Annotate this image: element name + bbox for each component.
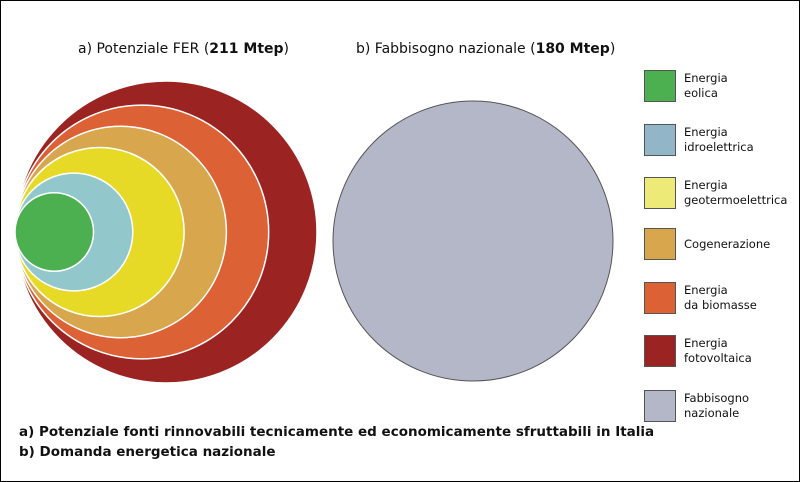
legend-item: Energia idroelettrica (644, 123, 754, 157)
legend-swatch (644, 70, 676, 102)
legend-swatch (644, 177, 676, 209)
legend-item: Energia geotermoelettrica (644, 176, 787, 210)
legend-label: Energia da biomasse (684, 283, 757, 312)
legend-item: Energia da biomasse (644, 281, 757, 315)
legend-item: Energia eolica (644, 69, 728, 103)
chart-b-title: b) Fabbisogno nazionale (180 Mtep) (356, 41, 616, 57)
legend-label: Energia fotovoltaica (684, 336, 752, 365)
legend-swatch (644, 390, 676, 422)
legend-swatch (644, 282, 676, 314)
caption-b: b) Domanda energetica nazionale (19, 444, 276, 460)
legend-item: Cogenerazione (644, 227, 770, 261)
legend-swatch (644, 228, 676, 260)
circle-energia-eolica (14, 191, 95, 273)
legend-swatch (644, 124, 676, 156)
legend-label: Energia eolica (684, 71, 728, 100)
legend-label: Energia idroelettrica (684, 125, 754, 154)
legend-label: Cogenerazione (684, 236, 771, 251)
legend-swatch (644, 335, 676, 367)
legend-item: Energia fotovoltaica (644, 334, 752, 368)
caption-a: a) Potenziale fonti rinnovabili tecnicam… (19, 424, 655, 440)
chart-a-title: a) Potenziale FER (211 Mtep) (78, 41, 290, 57)
legend-item: Fabbisogno nazionale (644, 389, 749, 423)
legend-label: Fabbisogno nazionale (684, 391, 750, 420)
circle-fabbisogno-nazionale (332, 100, 614, 382)
legend-label: Energia geotermoelettrica (684, 178, 788, 207)
